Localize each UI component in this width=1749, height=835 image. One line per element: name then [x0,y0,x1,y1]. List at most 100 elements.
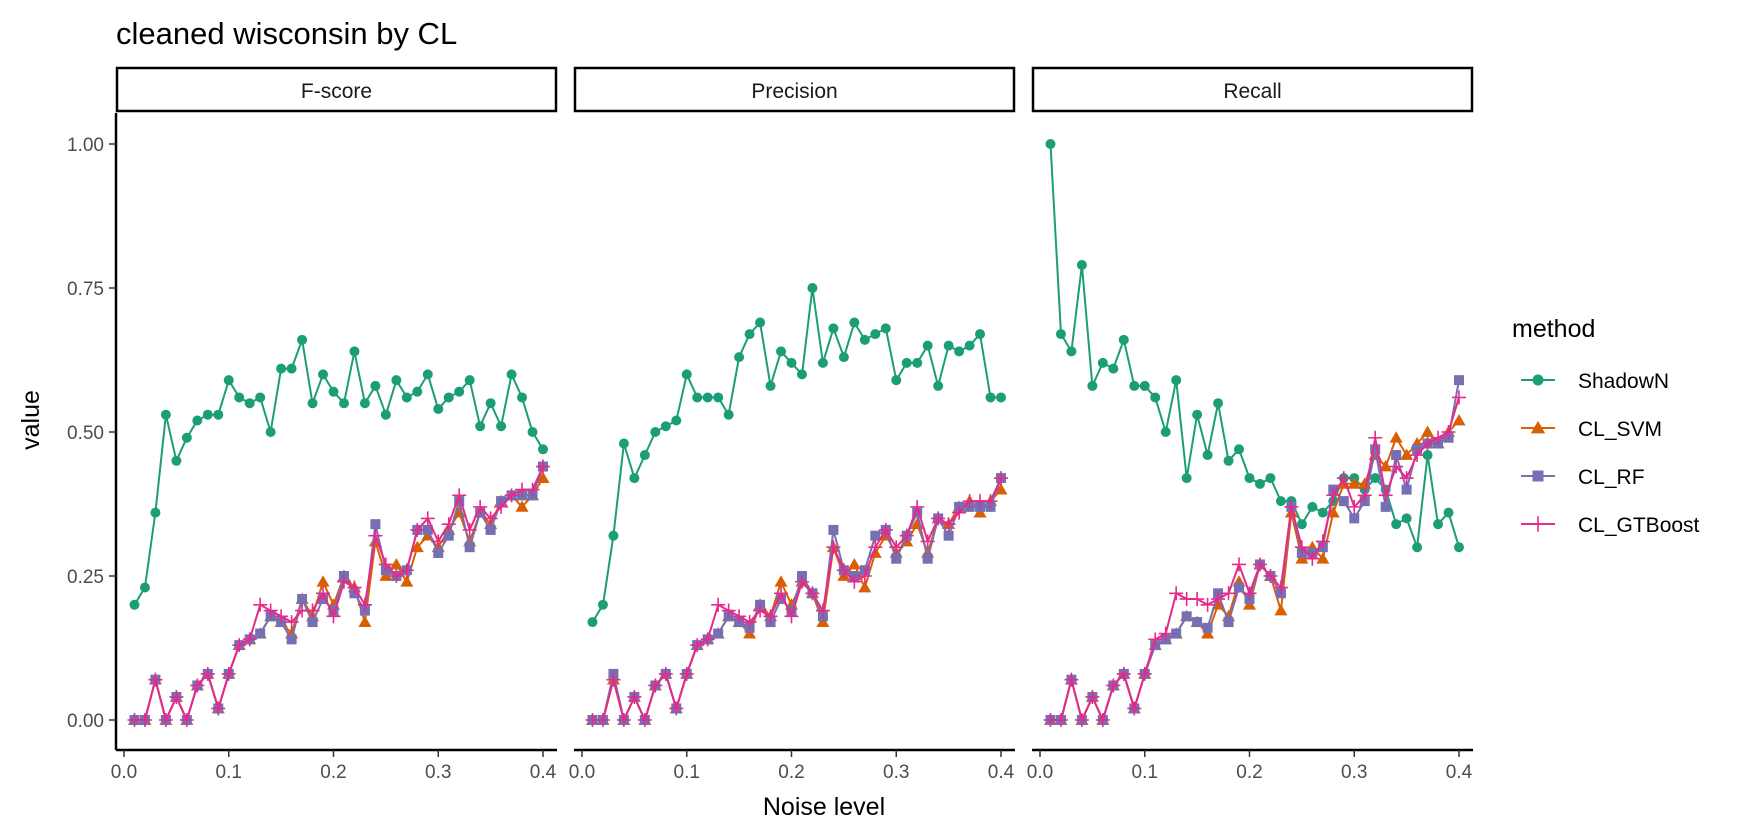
data-point [713,628,724,639]
data-point [765,380,776,391]
data-point [234,392,245,403]
data-point [933,380,944,391]
data-point [1150,392,1161,403]
data-point [1431,430,1446,445]
data-point [1108,363,1119,374]
chart-title: cleaned wisconsin by CL [116,16,457,51]
data-point [943,340,954,351]
data-point [200,666,215,681]
data-point [1095,713,1110,727]
data-point [1066,346,1077,357]
legend-label: CL_RF [1578,466,1645,489]
x-tick-label: 0.0 [569,762,595,783]
data-point [1410,448,1425,463]
data-point [1347,477,1361,489]
data-point [410,540,424,553]
legend-key-marker [1530,420,1546,434]
data-point [1294,540,1309,555]
data-point [922,340,933,351]
data-point [859,334,870,345]
data-point [1389,431,1403,443]
series-line [1050,380,1460,723]
data-point [807,283,818,293]
x-tick-label: 0.2 [778,762,804,783]
data-point [139,582,150,593]
data-point [786,357,797,368]
data-point [485,398,496,409]
data-point [475,421,486,432]
legend-label: ShadowN [1578,370,1669,393]
data-point [483,511,498,526]
series-line [133,335,544,606]
x-tick-label: 0.1 [216,762,242,783]
data-point [1085,689,1100,704]
data-point [431,534,446,549]
series-cl-rf [1045,375,1464,725]
data-point [776,346,787,357]
data-point [1118,334,1129,345]
data-point [681,369,692,380]
series-cl-gtboost [1043,390,1466,727]
data-point [1433,519,1444,530]
data-point [912,357,923,368]
legend-entry: CL_RF [1521,466,1645,489]
data-point [1370,444,1381,455]
data-point [943,530,954,541]
data-point [637,713,652,727]
data-point [443,530,454,541]
data-point [1252,557,1267,572]
data-point [349,346,360,357]
legend-key-marker [1530,516,1546,532]
facet-strip [115,66,558,113]
data-point [307,617,318,628]
data-point [805,586,820,601]
data-point [1307,501,1318,512]
data-point [525,482,540,497]
data-point [870,329,881,340]
facet-strip-label: F-score [301,80,372,103]
data-point [702,392,713,403]
data-point [1454,542,1464,553]
data-point [1158,626,1173,641]
y-tick-label: 0.75 [67,279,104,300]
data-point [1192,409,1203,420]
data-point [679,666,694,681]
data-point [857,569,872,583]
data-point [713,392,724,403]
data-point [1401,513,1412,524]
data-point [1106,678,1121,693]
data-point [1326,488,1341,503]
data-point [660,421,671,432]
data-point [347,580,362,595]
data-point [838,352,849,363]
data-point [1391,450,1402,461]
data-point [441,517,456,532]
data-point [742,615,757,630]
data-point [517,392,528,403]
series-shadown [587,283,1006,628]
data-point [1169,586,1184,601]
data-point [1349,513,1360,524]
data-point [158,713,173,727]
data-point [305,603,320,618]
data-point [796,369,807,380]
data-point [627,689,642,704]
data-point [1127,701,1142,716]
data-point [504,488,519,503]
data-point [1412,542,1423,553]
data-point [263,603,278,618]
data-point [1202,622,1213,633]
data-point [148,672,163,687]
data-point [858,581,872,593]
data-point [952,505,967,520]
data-point [368,528,383,543]
data-point [1244,473,1255,484]
data-point [1076,259,1087,270]
legend-label: CL_GTBoost [1578,514,1700,537]
data-point [399,563,414,578]
x-tick-label: 0.4 [988,762,1015,783]
data-point [901,357,912,368]
data-point [1097,357,1108,368]
data-point [692,392,703,403]
data-point [389,557,403,570]
